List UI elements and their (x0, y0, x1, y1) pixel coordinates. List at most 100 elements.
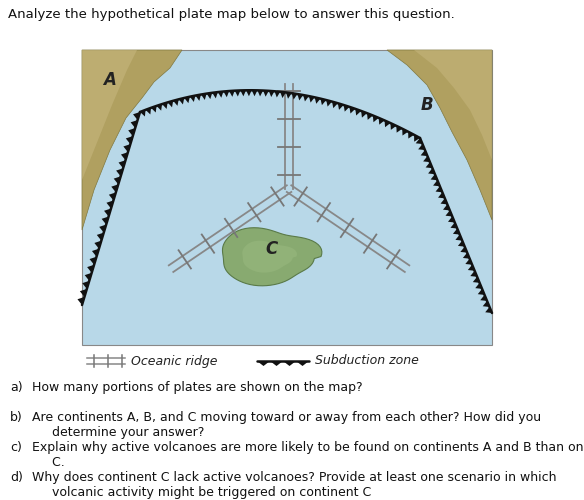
Polygon shape (349, 107, 355, 114)
Polygon shape (121, 152, 128, 160)
Polygon shape (473, 277, 479, 283)
Polygon shape (224, 91, 229, 97)
Polygon shape (241, 90, 246, 96)
Polygon shape (104, 208, 111, 216)
Polygon shape (218, 92, 224, 98)
Polygon shape (196, 94, 201, 101)
Text: Oceanic ridge: Oceanic ridge (131, 354, 217, 368)
Polygon shape (397, 126, 402, 132)
Polygon shape (119, 160, 126, 168)
Text: Why does continent C lack active volcanoes? Provide at least one scenario in whi: Why does continent C lack active volcano… (32, 471, 557, 499)
Polygon shape (309, 96, 315, 102)
Polygon shape (414, 135, 420, 141)
Polygon shape (207, 93, 212, 99)
Polygon shape (470, 271, 477, 277)
Polygon shape (468, 264, 475, 271)
Polygon shape (179, 98, 185, 104)
Polygon shape (303, 95, 309, 102)
Polygon shape (131, 120, 138, 128)
Polygon shape (483, 301, 489, 307)
Polygon shape (367, 113, 373, 120)
Polygon shape (438, 192, 445, 198)
Text: Are continents A, B, and C moving toward or away from each other? How did you
  : Are continents A, B, and C moving toward… (32, 411, 541, 439)
Polygon shape (378, 118, 385, 124)
Polygon shape (456, 234, 462, 240)
Polygon shape (78, 297, 85, 305)
Polygon shape (428, 168, 435, 174)
Polygon shape (286, 92, 291, 98)
Polygon shape (140, 110, 145, 116)
Polygon shape (246, 90, 252, 96)
Polygon shape (173, 100, 179, 106)
Polygon shape (97, 232, 104, 240)
Polygon shape (242, 240, 297, 272)
Polygon shape (296, 361, 309, 366)
Polygon shape (185, 96, 190, 103)
Text: d): d) (10, 471, 23, 484)
Polygon shape (82, 281, 89, 289)
Polygon shape (168, 101, 173, 107)
Text: How many portions of plates are shown on the map?: How many portions of plates are shown on… (32, 381, 363, 394)
Polygon shape (89, 257, 96, 265)
Polygon shape (423, 156, 430, 162)
Polygon shape (99, 224, 106, 232)
Polygon shape (463, 252, 470, 258)
Polygon shape (82, 50, 182, 230)
Polygon shape (453, 228, 460, 234)
Polygon shape (151, 106, 157, 112)
Polygon shape (478, 289, 485, 295)
Polygon shape (402, 128, 408, 136)
Polygon shape (448, 216, 455, 222)
Text: c): c) (10, 441, 22, 454)
Polygon shape (475, 283, 482, 289)
Polygon shape (338, 103, 343, 110)
Polygon shape (414, 50, 492, 160)
Polygon shape (450, 222, 457, 228)
Polygon shape (109, 192, 116, 200)
Polygon shape (85, 273, 92, 281)
Polygon shape (162, 102, 168, 109)
Text: Explain why active volcanoes are more likely to be found on continents A and B t: Explain why active volcanoes are more li… (32, 441, 583, 469)
Polygon shape (80, 289, 87, 297)
Polygon shape (128, 128, 135, 136)
Polygon shape (355, 109, 361, 116)
Polygon shape (235, 90, 241, 96)
Polygon shape (408, 132, 414, 138)
Polygon shape (343, 105, 349, 112)
Polygon shape (258, 90, 263, 96)
Polygon shape (190, 96, 196, 102)
Polygon shape (229, 90, 235, 97)
Polygon shape (133, 112, 140, 120)
Text: Subduction zone: Subduction zone (315, 354, 419, 368)
Polygon shape (385, 120, 391, 127)
Polygon shape (332, 102, 338, 108)
Text: B: B (420, 96, 433, 114)
Polygon shape (252, 90, 258, 96)
Polygon shape (443, 204, 450, 210)
Polygon shape (436, 186, 442, 192)
Polygon shape (87, 265, 94, 273)
Polygon shape (201, 94, 207, 100)
Polygon shape (291, 93, 297, 100)
Polygon shape (123, 144, 130, 152)
Polygon shape (114, 176, 121, 184)
Polygon shape (157, 104, 162, 110)
Polygon shape (373, 116, 378, 122)
Polygon shape (95, 240, 102, 248)
Polygon shape (280, 92, 286, 98)
Polygon shape (263, 90, 269, 96)
Polygon shape (126, 136, 133, 144)
Polygon shape (361, 111, 367, 117)
Polygon shape (458, 240, 465, 246)
Polygon shape (387, 50, 492, 220)
Polygon shape (321, 98, 326, 105)
Text: Analyze the hypothetical plate map below to answer this question.: Analyze the hypothetical plate map below… (8, 8, 455, 21)
Polygon shape (270, 361, 283, 366)
Polygon shape (106, 200, 113, 208)
Polygon shape (102, 216, 109, 224)
Polygon shape (426, 162, 432, 168)
Polygon shape (420, 150, 427, 156)
Polygon shape (223, 228, 322, 286)
Polygon shape (326, 100, 332, 106)
Polygon shape (440, 198, 447, 204)
